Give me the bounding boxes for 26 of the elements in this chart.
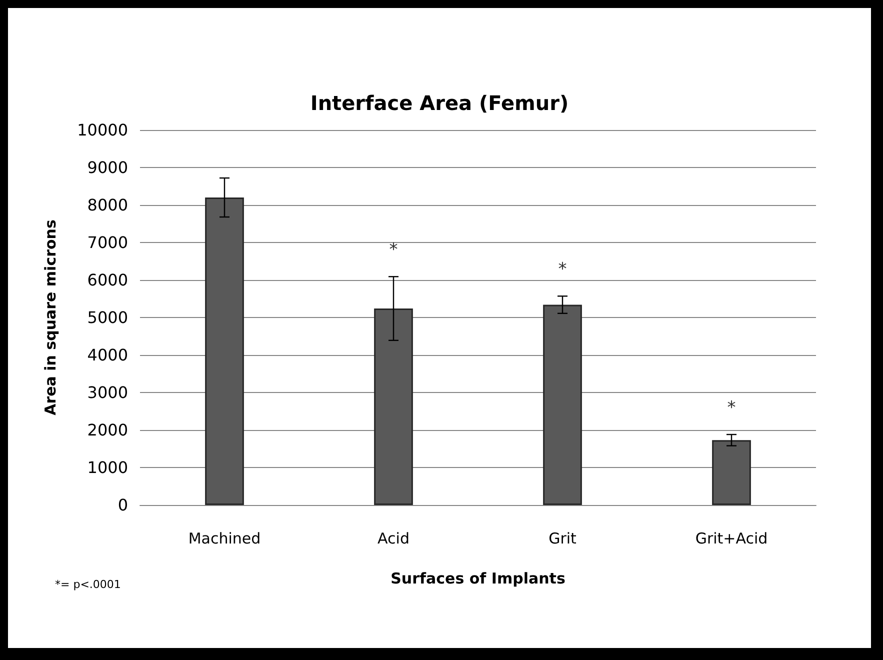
chart-title: Interface Area (Femur) xyxy=(310,91,569,115)
y-tick-label: 0 xyxy=(118,496,128,514)
x-tick-label: Machined xyxy=(188,530,261,548)
annotation: * xyxy=(558,260,567,280)
bar xyxy=(374,308,413,505)
y-tick-label: 5000 xyxy=(87,308,128,327)
y-tick-label: 9000 xyxy=(87,158,128,177)
bar xyxy=(712,440,751,505)
y-tick-label: 4000 xyxy=(87,346,128,364)
y-tick-label: 2000 xyxy=(87,420,128,440)
y-tick-label: 8000 xyxy=(87,196,128,214)
y-tick-label: 6000 xyxy=(87,270,128,290)
y-axis-title: Area in square microns xyxy=(42,220,60,416)
y-tick-label: 3000 xyxy=(87,383,128,402)
y-tick-label: 1000 xyxy=(87,458,128,477)
annotation: * xyxy=(389,240,398,260)
x-tick-label: Grit+Acid xyxy=(695,530,768,548)
x-tick-label: Acid xyxy=(378,530,410,548)
bar xyxy=(543,304,582,505)
x-axis-title: Surfaces of Implants xyxy=(390,570,566,588)
text: *= p<.0001 xyxy=(55,578,121,591)
bar xyxy=(205,198,244,505)
y-tick-label: 7000 xyxy=(87,233,128,252)
annotation: * xyxy=(727,398,736,418)
y-tick-label: 10000 xyxy=(77,120,128,140)
x-tick-label: Grit xyxy=(548,530,577,548)
